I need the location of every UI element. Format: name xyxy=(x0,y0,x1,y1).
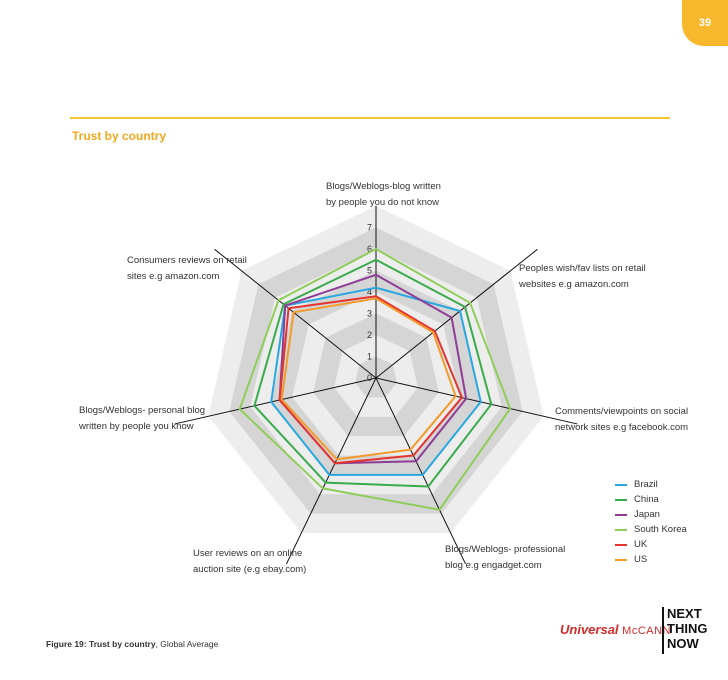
legend-item-us: US xyxy=(615,552,687,567)
radar-tick-2: 2 xyxy=(367,330,372,340)
radar-tick-1: 1 xyxy=(367,352,372,362)
legend-label-uk: UK xyxy=(634,539,648,550)
legend-swatch-us xyxy=(615,558,627,561)
legend-swatch-japan xyxy=(615,513,627,516)
legend-label-us: US xyxy=(634,554,648,565)
axis-label-blogs-strangers: Blogs/Weblogs-blog written by people you… xyxy=(326,181,441,208)
axis-label-personal-blog: Blogs/Weblogs- personal blog written by … xyxy=(79,405,206,432)
axis-label-social-comments: Comments/viewpoints on social network si… xyxy=(555,406,689,433)
chart-legend: Brazil China Japan South Korea UK US xyxy=(615,477,687,567)
page-number-badge: 39 xyxy=(682,0,728,46)
axis-label-retail-reviews: Consumers reviews on retail sites e.g am… xyxy=(127,255,247,282)
legend-swatch-china xyxy=(615,498,627,501)
axis-label-wish-lists: Peoples wish/fav lists on retail website… xyxy=(519,263,646,290)
legend-swatch-south-korea xyxy=(615,528,627,531)
radar-axis-4 xyxy=(285,377,377,565)
radar-tick-6: 6 xyxy=(367,244,372,254)
series-china xyxy=(253,258,493,488)
radar-axis-6 xyxy=(214,248,377,379)
brand-name: Universal xyxy=(560,622,619,637)
series-south-korea xyxy=(238,248,512,511)
figure-caption-bold: Figure 19: Trust by country xyxy=(46,639,156,649)
radar-tick-5: 5 xyxy=(367,266,372,276)
brand-universal-mccann: Universal McCANN xyxy=(560,622,671,637)
logo-divider xyxy=(662,607,664,654)
radar-tick-7: 7 xyxy=(367,223,372,233)
radar-axis-3 xyxy=(375,377,467,565)
radar-tick-3: 3 xyxy=(367,309,372,319)
legend-item-south-korea: South Korea xyxy=(615,522,687,537)
legend-item-uk: UK xyxy=(615,537,687,552)
legend-label-brazil: Brazil xyxy=(634,479,658,490)
figure-caption: Figure 19: Trust by country, Global Aver… xyxy=(46,639,218,649)
series-uk xyxy=(278,295,463,465)
axis-label-auction-reviews: User reviews on an online auction site (… xyxy=(193,548,307,575)
section-rule xyxy=(70,117,670,119)
radar-axis-1 xyxy=(375,248,538,379)
section-title: Trust by country xyxy=(72,129,167,143)
legend-label-south-korea: South Korea xyxy=(634,524,687,535)
legend-label-china: China xyxy=(634,494,659,505)
legend-item-japan: Japan xyxy=(615,507,687,522)
radar-tick-4: 4 xyxy=(367,287,372,297)
series-brazil xyxy=(270,286,482,476)
radar-tick-0: 0 xyxy=(367,373,372,383)
legend-swatch-brazil xyxy=(615,483,627,486)
axis-label-professional-blog: Blogs/Weblogs- professional blog e.g eng… xyxy=(445,544,566,571)
legend-swatch-uk xyxy=(615,543,627,546)
radar-axis-2 xyxy=(375,377,578,425)
figure-caption-rest: , Global Average xyxy=(155,639,219,649)
legend-item-china: China xyxy=(615,492,687,507)
series-japan xyxy=(278,273,468,465)
legend-item-brazil: Brazil xyxy=(615,477,687,492)
series-us xyxy=(280,297,457,461)
next-thing-now-logo: NEXT THING NOW xyxy=(667,606,708,651)
brand-sub: McCANN xyxy=(622,625,672,637)
radar-axis-5 xyxy=(174,377,377,425)
legend-label-japan: Japan xyxy=(634,509,660,520)
